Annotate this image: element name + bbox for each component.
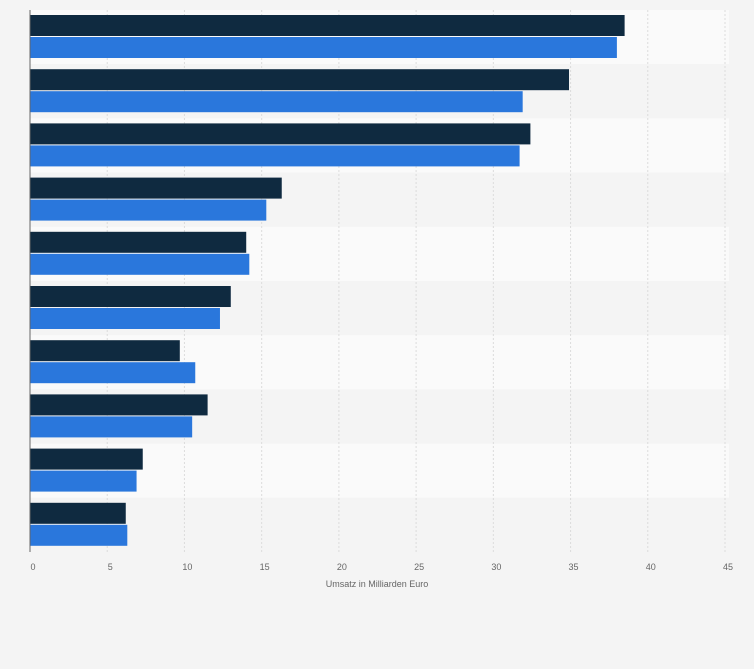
- x-tick-label: 5: [108, 562, 113, 572]
- bar-series-2: [30, 362, 196, 384]
- bar-series-1: [30, 286, 231, 307]
- x-tick-label: 20: [337, 562, 347, 572]
- bar-series-2: [30, 470, 137, 492]
- x-tick-label: 15: [260, 562, 270, 572]
- bar-series-2: [30, 37, 617, 58]
- bar-series-1: [30, 177, 282, 199]
- x-tick-label: 25: [414, 562, 424, 572]
- bar-series-1: [30, 448, 143, 470]
- bar-series-2: [30, 308, 220, 329]
- bar-series-1: [30, 15, 625, 36]
- bar-series-1: [30, 231, 247, 253]
- bar-series-1: [30, 502, 126, 524]
- x-tick-label: 10: [182, 562, 192, 572]
- x-axis-label: Umsatz in Milliarden Euro: [326, 579, 429, 589]
- bar-series-2: [30, 253, 250, 275]
- row-band: [30, 443, 729, 498]
- bar-series-2: [30, 145, 520, 167]
- bar-series-1: [30, 394, 208, 416]
- x-tick-label: 40: [646, 562, 656, 572]
- bar-series-1: [30, 69, 570, 91]
- bar-series-1: [30, 123, 531, 145]
- bar-series-2: [30, 199, 267, 221]
- bar-series-2: [30, 91, 523, 113]
- bar-series-2: [30, 416, 193, 438]
- bar-series-1: [30, 340, 180, 362]
- x-tick-label: 45: [723, 562, 733, 572]
- x-tick-label: 35: [569, 562, 579, 572]
- row-band: [30, 497, 729, 552]
- x-tick-label: 0: [30, 562, 35, 572]
- x-tick-label: 30: [491, 562, 501, 572]
- bar-series-2: [30, 524, 128, 546]
